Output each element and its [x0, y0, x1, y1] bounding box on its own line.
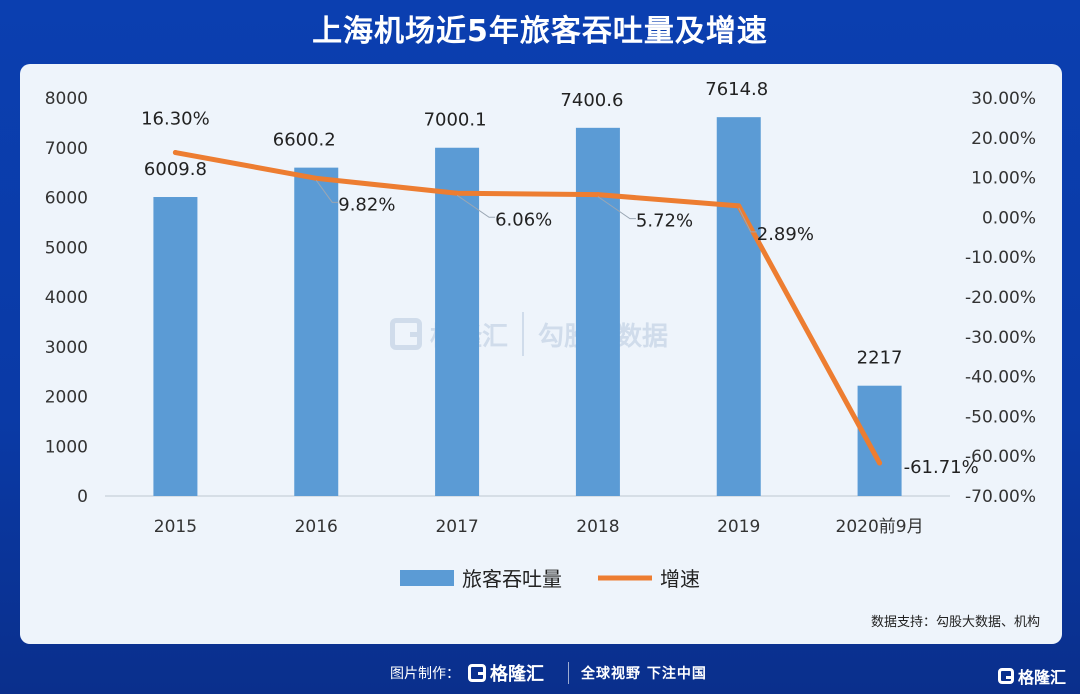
- x-tick-label: 2016: [295, 517, 338, 537]
- line-data-label: 16.30%: [141, 109, 210, 130]
- y-left-tick-label: 4000: [45, 288, 88, 308]
- footer: 图片制作： 格隆汇 全球视野 下注中国: [0, 652, 1080, 694]
- line-point: [454, 190, 460, 196]
- y-right-tick-label: 30.00%: [971, 89, 1036, 109]
- y-left-tick-label: 5000: [45, 238, 88, 258]
- line-data-label: -61.71%: [904, 457, 979, 478]
- y-left-tick-label: 6000: [45, 189, 88, 209]
- bar: [857, 385, 902, 496]
- line-point: [313, 175, 319, 181]
- bar-data-label: 7000.1: [424, 110, 487, 131]
- chart-title: 上海机场近5年旅客吞吐量及增速: [312, 14, 768, 49]
- combo-chart: 0 1000 2000 3000 4000 5000 6000 7000 8000 -70.00%…: [45, 79, 1036, 591]
- y-right-tick-label: -50.00%: [965, 407, 1036, 427]
- bar-data-label: 7400.6: [560, 90, 623, 111]
- legend-swatch-bar: [400, 570, 454, 586]
- label-leader-line: [315, 180, 339, 203]
- y-right-tick-label: -60.00%: [965, 447, 1036, 467]
- line-data-label: 5.72%: [636, 211, 693, 232]
- label-leader-line: [597, 196, 636, 220]
- x-tick-label: 2017: [435, 517, 478, 537]
- bar-data-label: 6600.2: [273, 130, 336, 151]
- corner-logo-icon: [997, 668, 1014, 684]
- footer-made-by: 图片制作：: [390, 666, 460, 682]
- y-left-tick-label: 2000: [45, 388, 88, 408]
- bar: [294, 167, 339, 496]
- corner-logo-text: 格隆汇: [1017, 668, 1066, 687]
- bar: [435, 147, 480, 496]
- label-leader-line: [456, 194, 496, 218]
- y-right-tick-label: -30.00%: [965, 328, 1036, 348]
- line-data-label: 6.06%: [495, 209, 552, 230]
- line-point: [736, 203, 742, 209]
- y-left-tick-label: 3000: [45, 338, 88, 358]
- footer-logo-text: 格隆汇: [490, 664, 544, 685]
- footer-slogan: 全球视野 下注中国: [581, 666, 707, 682]
- y-left-tick-label: 8000: [45, 89, 88, 109]
- line-data-label: 2.89%: [757, 224, 814, 245]
- line-point: [172, 150, 178, 156]
- bar-data-label: 2217: [857, 348, 903, 369]
- bar: [153, 197, 198, 496]
- y-right-tick-label: -70.00%: [965, 487, 1036, 507]
- y-left-tick-label: 1000: [45, 437, 88, 457]
- line-point: [877, 460, 883, 466]
- y-right-tick-label: 10.00%: [971, 169, 1036, 189]
- label-leader-line: [738, 207, 757, 233]
- watermark-logo-icon: [390, 318, 422, 350]
- bar-data-label: 7614.8: [705, 79, 768, 100]
- line-point: [595, 192, 601, 198]
- legend-label-bar: 旅客吞吐量: [462, 567, 562, 591]
- footer-logo: 格隆汇: [468, 660, 544, 686]
- legend-label-line: 增速: [660, 567, 700, 591]
- corner-logo: 格隆汇: [997, 664, 1066, 688]
- data-source: 数据支持：勾股大数据、机构: [870, 615, 1040, 630]
- y-right-tick-label: -40.00%: [965, 368, 1036, 388]
- y-right-tick-label: -20.00%: [965, 288, 1036, 308]
- y-right-tick-label: 0.00%: [982, 208, 1036, 228]
- x-tick-label: 2015: [154, 517, 197, 537]
- bar: [575, 127, 620, 497]
- x-tick-label: 2020前9月: [836, 517, 924, 537]
- watermark-divider: [522, 312, 525, 356]
- chart-panel: 格隆汇 勾股大数据 010002000300040005000600070008…: [20, 64, 1062, 644]
- bar-data-label: 6009.8: [144, 159, 207, 180]
- series-line: [172, 150, 883, 466]
- x-tick-label: 2019: [717, 517, 760, 537]
- y-left-tick-label: 0: [77, 487, 88, 507]
- bar: [716, 117, 761, 496]
- y-right-tick-label: -10.00%: [965, 248, 1036, 268]
- brand-logo-icon: [468, 664, 486, 682]
- footer-divider: [568, 662, 569, 684]
- x-tick-label: 2018: [576, 517, 619, 537]
- line-data-label: 9.82%: [338, 194, 395, 215]
- y-left-tick-label: 7000: [45, 139, 88, 159]
- y-right-tick-label: 20.00%: [971, 129, 1036, 149]
